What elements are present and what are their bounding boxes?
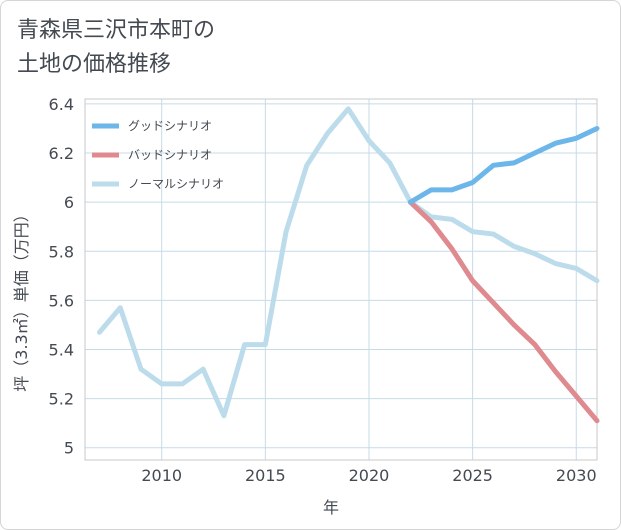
x-tick-label: 2015 (245, 466, 286, 485)
y-tick-label: 6.4 (49, 95, 74, 114)
y-tick-label: 5.8 (49, 242, 74, 261)
y-tick-label: 5.4 (49, 340, 74, 359)
x-tick-label: 2030 (556, 466, 597, 485)
y-tick-label: 5.2 (49, 390, 74, 409)
x-tick-label: 2010 (141, 466, 182, 485)
x-tick-labels: 2010 2015 2020 2025 2030 (141, 466, 596, 485)
series-line-1 (407, 199, 600, 424)
y-tick-label: 5 (64, 439, 74, 458)
y-tick-labels: 5 5.2 5.4 5.6 5.8 6 6.2 6.4 (49, 95, 74, 458)
chart-title: 青森県三沢市本町の 土地の価格推移 (17, 14, 215, 82)
x-axis-label: 年 (323, 498, 339, 517)
series-lines (97, 106, 600, 424)
series-line-2 (97, 106, 600, 419)
legend-label: グッドシナリオ (128, 119, 212, 133)
y-axis-label: 坪（3.3㎡）単価（万円） (12, 206, 31, 391)
title-line-2: 土地の価格推移 (17, 52, 172, 77)
y-tick-label: 6 (64, 193, 74, 212)
y-tick-label: 5.6 (49, 291, 74, 310)
x-tick-label: 2020 (349, 466, 390, 485)
x-tick-label: 2025 (452, 466, 493, 485)
title-line-1: 青森県三沢市本町の (17, 18, 216, 43)
series-line-0 (407, 125, 600, 205)
legend-label: バッドシナリオ (128, 148, 212, 162)
legend-label: ノーマルシナリオ (128, 177, 224, 191)
y-tick-label: 6.2 (49, 144, 74, 163)
